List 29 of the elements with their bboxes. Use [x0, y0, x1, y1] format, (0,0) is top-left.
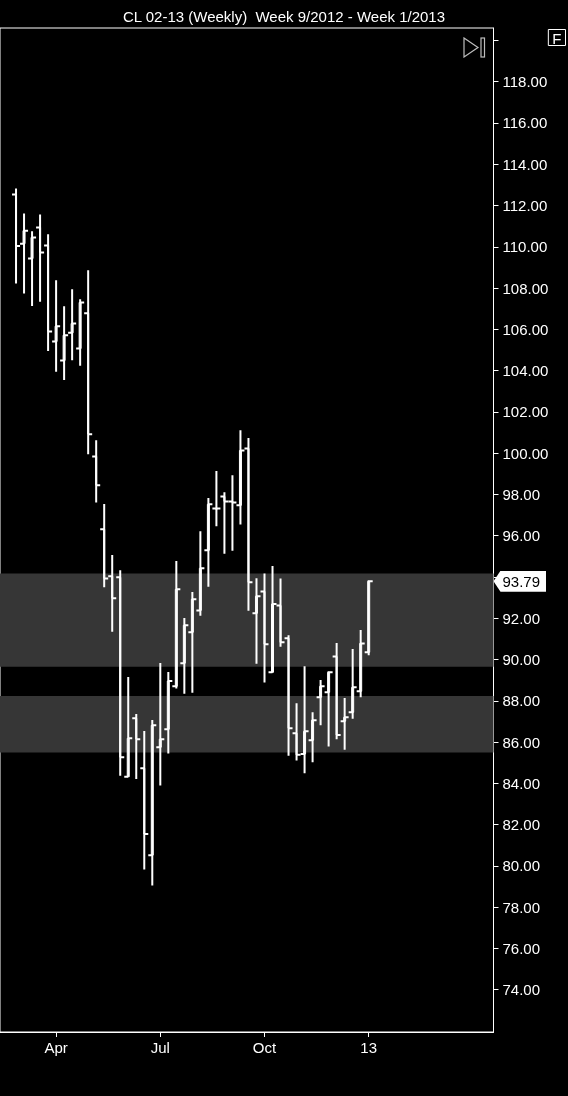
y-tick-label: 86.00: [502, 733, 541, 751]
y-tick-label: 114.00: [502, 155, 548, 173]
x-tick-label: Apr: [44, 1039, 68, 1056]
text: F: [552, 29, 562, 47]
y-tick-label: 106.00: [502, 320, 549, 338]
y-tick-label: 88.00: [502, 692, 541, 710]
y-tick-label: 110.00: [502, 238, 548, 256]
y-tick-label: 116.00: [502, 114, 548, 132]
y-tick-label: 76.00: [502, 939, 541, 957]
y-tick-label: 90.00: [502, 651, 541, 668]
x-tick-label: Jul: [150, 1039, 170, 1056]
x-tick-label: 13: [360, 1039, 378, 1056]
y-tick-label: 112.00: [502, 196, 548, 214]
y-tick-label: 104.00: [502, 362, 549, 380]
y-tick-label: 78.00: [502, 898, 541, 916]
y-tick-label: 98.00: [502, 485, 541, 503]
y-tick-label: 118.00: [502, 73, 548, 91]
y-tick-label: 96.00: [502, 527, 541, 545]
y-tick-label: 100.00: [502, 444, 549, 462]
y-tick-label: 108.00: [502, 279, 549, 297]
y-tick-label: 82.00: [502, 816, 541, 834]
y-tick-label: 74.00: [502, 981, 541, 999]
y-tick-label: 80.00: [502, 857, 541, 875]
y-tick-label: 84.00: [502, 774, 541, 792]
x-tick-label: Oct: [252, 1039, 277, 1056]
y-tick-label: 92.00: [502, 609, 541, 627]
y-tick-label: 102.00: [502, 403, 549, 421]
chart-title: CL 02-13 (Weekly) Week 9/2012 - Week 1/2013: [122, 8, 446, 25]
text: 93.79: [493, 570, 547, 592]
